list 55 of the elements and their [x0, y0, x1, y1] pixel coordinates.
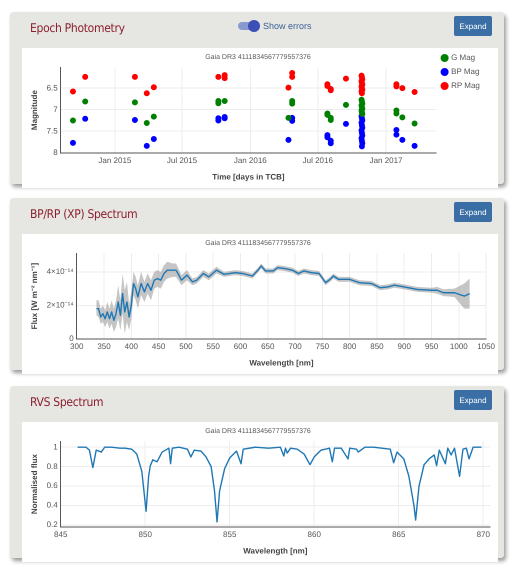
- x-tick-label: 1000: [450, 342, 468, 351]
- x-tick-label: 850: [138, 530, 152, 539]
- y-axis-title: Normalised flux: [30, 454, 40, 514]
- x-tick-label: 300: [70, 342, 84, 351]
- x-tick-label: 845: [54, 530, 68, 539]
- y-tick-label: 7: [53, 104, 58, 114]
- x-tick-label: Jan 2016: [234, 156, 268, 165]
- x-axis-title: Wavelength [nm]: [249, 358, 314, 368]
- chart-title: RVS Spectrum: [30, 395, 104, 409]
- y-tick-label: 0.8: [46, 462, 58, 471]
- y-tick-label: 8: [53, 148, 58, 158]
- y-tick-label: 0.2: [46, 520, 58, 530]
- legend-label: RP Mag: [451, 81, 480, 90]
- text: Expand: [454, 202, 492, 222]
- x-tick-label: Jan 2015: [98, 156, 132, 165]
- x-tick-label: Jul 2016: [302, 156, 334, 165]
- x-tick-label: 950: [424, 342, 439, 351]
- y-tick-label: 0: [69, 334, 74, 344]
- x-tick-label: Jan 2017: [370, 156, 404, 165]
- x-tick-label: 350: [97, 342, 112, 351]
- y-tick-label: 1: [53, 442, 58, 452]
- x-tick-label: 550: [206, 342, 220, 351]
- chart-title: Epoch Photometry: [30, 21, 125, 35]
- legend-label: G Mag: [451, 53, 476, 62]
- x-tick-label: 500: [179, 342, 194, 351]
- y-tick-label: 6.5: [46, 83, 58, 92]
- x-tick-label: 1050: [477, 342, 496, 351]
- x-tick-label: 450: [152, 342, 166, 351]
- y-axis-title: Flux [W m⁻² nm⁻¹]: [30, 262, 40, 330]
- x-tick-label: 870: [476, 530, 490, 539]
- text: Expand: [454, 16, 492, 36]
- x-tick-label: 650: [261, 342, 275, 351]
- text: Show errors: [263, 21, 312, 31]
- chart-title: BP/RP (XP) Spectrum: [30, 207, 138, 221]
- x-tick-label: 800: [342, 342, 357, 351]
- x-tick-label: Jul 2015: [166, 156, 198, 165]
- x-axis-title: Time [days in TCB]: [212, 172, 285, 182]
- y-axis-title: Magnitude: [30, 90, 40, 130]
- text: Expand: [454, 390, 492, 410]
- x-tick-label: 700: [288, 342, 302, 351]
- x-tick-label: 900: [398, 342, 412, 351]
- x-tick-label: 865: [392, 530, 406, 539]
- legend-label: BP Mag: [451, 67, 480, 76]
- x-tick-label: 400: [124, 342, 139, 351]
- y-tick-label: 4×10⁻¹⁴: [46, 267, 74, 276]
- y-tick-label: 0.6: [46, 481, 58, 490]
- x-axis-title: Wavelength [nm]: [243, 546, 308, 556]
- x-tick-label: 750: [316, 342, 330, 351]
- y-tick-label: 0.4: [46, 500, 58, 510]
- y-tick-label: 2×10⁻¹⁴: [46, 300, 74, 310]
- x-tick-label: 600: [234, 342, 248, 351]
- y-tick-label: 7.5: [46, 126, 58, 136]
- x-tick-label: 850: [370, 342, 384, 351]
- x-tick-label: 855: [223, 530, 237, 539]
- x-tick-label: 860: [308, 530, 322, 539]
